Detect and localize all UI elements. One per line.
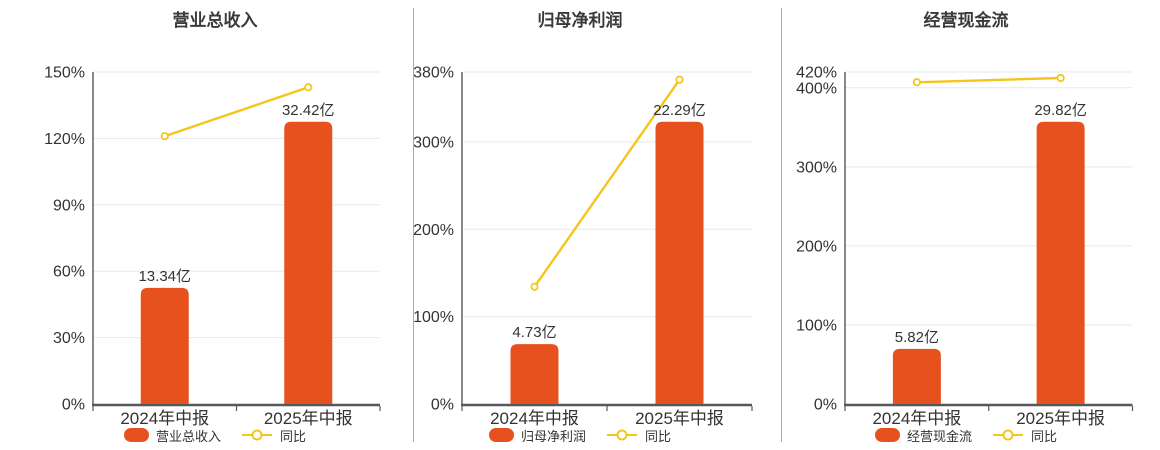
legend-item-line-series[interactable]: 同比: [992, 426, 1057, 445]
y-tick-label: 120%: [44, 131, 85, 148]
x-category-label: 2025年中报: [1016, 409, 1105, 428]
legend-label: 归母净利润: [520, 428, 586, 444]
y-tick-label: 0%: [62, 397, 85, 414]
y-tick-label: 100%: [796, 317, 837, 334]
legend-item-bar-series[interactable]: 营业总收入: [123, 426, 221, 445]
y-tick-label: 90%: [53, 197, 85, 214]
bar-series-swatch-icon: [488, 428, 514, 442]
x-category-label: 2024年中报: [490, 409, 579, 428]
line-series-swatch-icon: [242, 429, 272, 441]
y-tick-label: 300%: [796, 159, 837, 176]
line-series-swatch-icon: [993, 429, 1023, 441]
x-category-label: 2024年中报: [872, 409, 961, 428]
yoy-line-marker[interactable]: [912, 78, 921, 87]
legend-label: 同比: [280, 428, 307, 444]
y-tick-label: 380%: [413, 65, 454, 82]
bar-2024年中报[interactable]: [140, 287, 189, 404]
y-tick-label: 60%: [53, 264, 85, 281]
y-tick-label: 420%: [796, 65, 837, 82]
x-category-label: 2025年中报: [264, 409, 353, 428]
y-tick-label: 200%: [413, 222, 454, 239]
bar-series-swatch-icon: [123, 428, 149, 442]
legend-label: 同比: [645, 428, 672, 444]
yoy-line-marker[interactable]: [530, 282, 539, 291]
y-tick-label: 400%: [796, 80, 837, 97]
y-tick-label: 0%: [814, 397, 837, 414]
legend-item-bar-series[interactable]: 归母净利润: [488, 426, 586, 445]
bar-series-swatch-icon: [874, 428, 900, 442]
legend-item-line-series[interactable]: 同比: [241, 426, 306, 445]
chart-legend-revenue: 营业总收入 同比: [55, 425, 375, 445]
legend-item-bar-series[interactable]: 经营现金流: [874, 426, 972, 445]
y-tick-label: 300%: [413, 134, 454, 151]
y-tick-label: 30%: [53, 330, 85, 347]
chart-title-net-profit: 归母净利润: [537, 11, 623, 30]
bar-value-label: 5.82亿: [895, 329, 939, 346]
chart-title-revenue: 营业总收入: [172, 11, 258, 30]
yoy-line-marker[interactable]: [304, 83, 313, 92]
y-tick-label: 200%: [796, 238, 837, 255]
chart-group-0: 0% 30% 60% 90% 120% 150% 13.34亿 32.42亿 2024年中报 20…: [44, 65, 381, 428]
bar-value-label: 32.42亿: [282, 102, 335, 119]
chart-group-1: 0% 100% 200% 300% 380% 4.73亿 22.29亿 2024年中报 2025…: [413, 65, 753, 428]
yoy-line: [916, 76, 1061, 84]
yoy-line-marker[interactable]: [675, 75, 684, 84]
yoy-line-marker[interactable]: [160, 132, 169, 141]
yoy-line: [533, 79, 681, 288]
y-tick-label: 100%: [413, 309, 454, 326]
bar-value-label: 13.34亿: [138, 268, 191, 285]
x-category-label: 2025年中报: [635, 409, 724, 428]
bar-2025年中报[interactable]: [1036, 121, 1085, 405]
bar-value-label: 4.73亿: [512, 324, 556, 341]
chart-legend-net-profit: 归母净利润 同比: [420, 425, 740, 445]
bar-2025年中报[interactable]: [284, 121, 333, 405]
bar-2024年中报[interactable]: [892, 348, 941, 404]
legend-label: 营业总收入: [155, 428, 221, 444]
legend-label: 同比: [1031, 428, 1058, 444]
bar-2024年中报[interactable]: [510, 344, 559, 404]
x-category-label: 2024年中报: [120, 409, 209, 428]
y-tick-label: 0%: [431, 397, 454, 414]
bar-value-label: 22.29亿: [653, 102, 706, 119]
bar-2025年中报[interactable]: [655, 121, 704, 405]
chart-title-cash-flow: 经营现金流: [923, 11, 1009, 30]
yoy-line-marker[interactable]: [1056, 73, 1065, 83]
yoy-line: [164, 86, 309, 138]
legend-item-line-series[interactable]: 同比: [606, 426, 671, 445]
chart-legend-cash-flow: 经营现金流 同比: [806, 425, 1126, 445]
bar-value-label: 29.82亿: [1034, 102, 1087, 119]
chart-group-2: 0% 100% 200% 300% 400%420% 5.82亿 29.82亿 2024年中报…: [796, 65, 1134, 428]
line-series-swatch-icon: [607, 429, 637, 441]
legend-label: 经营现金流: [906, 428, 972, 444]
y-tick-label: 150%: [44, 65, 85, 82]
